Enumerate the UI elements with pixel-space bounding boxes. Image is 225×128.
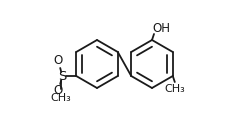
Text: CH₃: CH₃ (164, 84, 184, 94)
Text: CH₃: CH₃ (51, 93, 71, 103)
Text: O: O (53, 55, 63, 67)
Text: O: O (53, 84, 63, 98)
Text: S: S (58, 70, 66, 83)
Text: OH: OH (151, 22, 169, 35)
